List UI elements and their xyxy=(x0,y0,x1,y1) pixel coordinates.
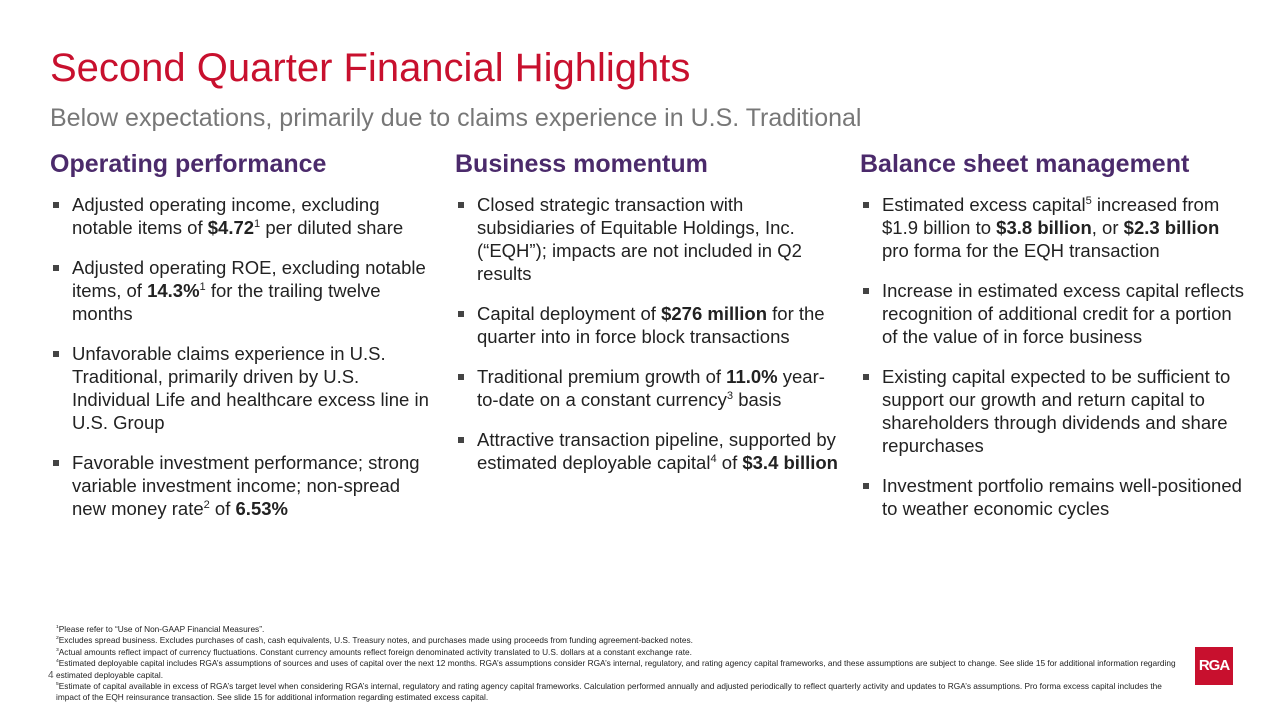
bullet-item: Unfavorable claims experience in U.S. Tr… xyxy=(50,342,435,434)
superscript: 2 xyxy=(56,635,59,642)
footnote: 4Estimated deployable capital includes R… xyxy=(56,658,1176,681)
superscript: 1 xyxy=(56,624,59,631)
text-run: basis xyxy=(733,389,782,410)
text-run: Closed strategic transaction with subsid… xyxy=(477,194,802,284)
text-run: Adjusted operating income, excluding not… xyxy=(72,194,380,238)
bullet-item: Existing capital expected to be sufficie… xyxy=(860,365,1245,457)
text-run: Attractive transaction pipeline, support… xyxy=(477,429,836,473)
superscript: 2 xyxy=(203,498,210,511)
text-run: Estimate of capital available in excess … xyxy=(56,681,1162,703)
text-run: year-to-date on a constant currency xyxy=(477,366,825,410)
text-run: for the trailing twelve months xyxy=(72,280,381,324)
text-run: Unfavorable claims experience in U.S. Tr… xyxy=(72,343,429,433)
slide-subtitle: Below expectations, primarily due to cla… xyxy=(50,104,862,132)
text-run: Please refer to “Use of Non-GAAP Financi… xyxy=(58,624,265,634)
text-run: Excludes spread business. Excludes purch… xyxy=(58,635,693,646)
bold-text: $4.72 xyxy=(207,217,255,238)
text-run: per diluted share xyxy=(260,217,404,238)
bullet-list: Adjusted operating income, excluding not… xyxy=(50,193,435,520)
text-run: Estimated deployable capital includes RG… xyxy=(56,658,1176,680)
superscript: 3 xyxy=(56,647,59,654)
text-run: , or xyxy=(1091,217,1124,238)
text-run: Estimated excess capital xyxy=(882,194,1086,215)
superscript: 4 xyxy=(56,658,59,665)
superscript: 3 xyxy=(726,389,734,402)
bold-text: 14.3% xyxy=(147,280,200,301)
bullet-item: Favorable investment performance; strong… xyxy=(50,451,435,520)
text-run: Actual amounts reflect impact of currenc… xyxy=(58,646,692,657)
text-run: pro forma for the EQH transaction xyxy=(882,240,1160,261)
column: Balance sheet management Estimated excess… xyxy=(860,150,1245,537)
text-run: increased from $1.9 billion to xyxy=(882,194,1220,238)
bullet-item: Traditional premium growth of 11.0% year… xyxy=(455,365,840,411)
bullet-item: Capital deployment of $276 million for t… xyxy=(455,302,840,348)
footnote: 2Excludes spread business. Excludes purc… xyxy=(56,635,1176,646)
text-run: Investment portfolio remains well-positi… xyxy=(882,475,1242,519)
text-run: for the quarter into in force block tran… xyxy=(477,303,825,347)
bold-text: $276 million xyxy=(661,303,767,324)
slide-title: Second Quarter Financial Highlights xyxy=(50,46,691,90)
footnote: 1Please refer to “Use of Non-GAAP Financ… xyxy=(56,624,1176,635)
logo: RGA xyxy=(1195,647,1233,685)
superscript: 4 xyxy=(710,452,717,465)
bold-text: $3.4 billion xyxy=(742,452,838,473)
column-heading: Balance sheet management xyxy=(860,150,1190,178)
text-run: Existing capital expected to be sufficie… xyxy=(882,366,1231,456)
text-run: Adjusted operating ROE, excluding notabl… xyxy=(72,257,426,301)
bold-text: 11.0% xyxy=(726,366,778,387)
text-run: of xyxy=(716,452,743,473)
text-run: Favorable investment performance; strong… xyxy=(72,452,420,519)
bullet-item: Closed strategic transaction with subsid… xyxy=(455,193,840,285)
column: Operating performance Adjusted operating … xyxy=(50,150,435,537)
column-heading: Business momentum xyxy=(455,150,708,178)
superscript: 5 xyxy=(1085,194,1092,207)
bullet-list: Closed strategic transaction with subsid… xyxy=(455,193,840,474)
text-run: Capital deployment of xyxy=(477,303,662,324)
bullet-item: Adjusted operating ROE, excluding notabl… xyxy=(50,256,435,325)
superscript: 1 xyxy=(199,280,206,293)
column-heading: Operating performance xyxy=(50,150,327,178)
footnote: 3Actual amounts reflect impact of curren… xyxy=(56,647,1176,658)
superscript: 5 xyxy=(56,681,59,688)
bullet-item: Estimated excess capital5 increased from… xyxy=(860,193,1245,262)
text-run: of xyxy=(209,498,236,519)
page-number: 4 xyxy=(48,670,54,681)
bullet-item: Investment portfolio remains well-positi… xyxy=(860,474,1245,520)
bold-text: $2.3 billion xyxy=(1123,217,1220,238)
superscript: 1 xyxy=(254,217,261,230)
bullet-item: Adjusted operating income, excluding not… xyxy=(50,193,435,239)
footnote: 5Estimate of capital available in excess… xyxy=(56,681,1176,704)
bold-text: 6.53% xyxy=(235,498,288,519)
footnotes: 1Please refer to “Use of Non-GAAP Financ… xyxy=(56,624,1176,704)
column: Business momentum Closed strategic transa… xyxy=(455,150,840,491)
bullet-item: Attractive transaction pipeline, support… xyxy=(455,428,840,474)
text-run: Traditional premium growth of xyxy=(477,366,727,387)
bullet-list: Estimated excess capital5 increased from… xyxy=(860,193,1245,520)
text-run: Increase in estimated excess capital ref… xyxy=(882,280,1244,347)
bullet-item: Increase in estimated excess capital ref… xyxy=(860,279,1245,348)
bold-text: $3.8 billion xyxy=(996,217,1092,238)
